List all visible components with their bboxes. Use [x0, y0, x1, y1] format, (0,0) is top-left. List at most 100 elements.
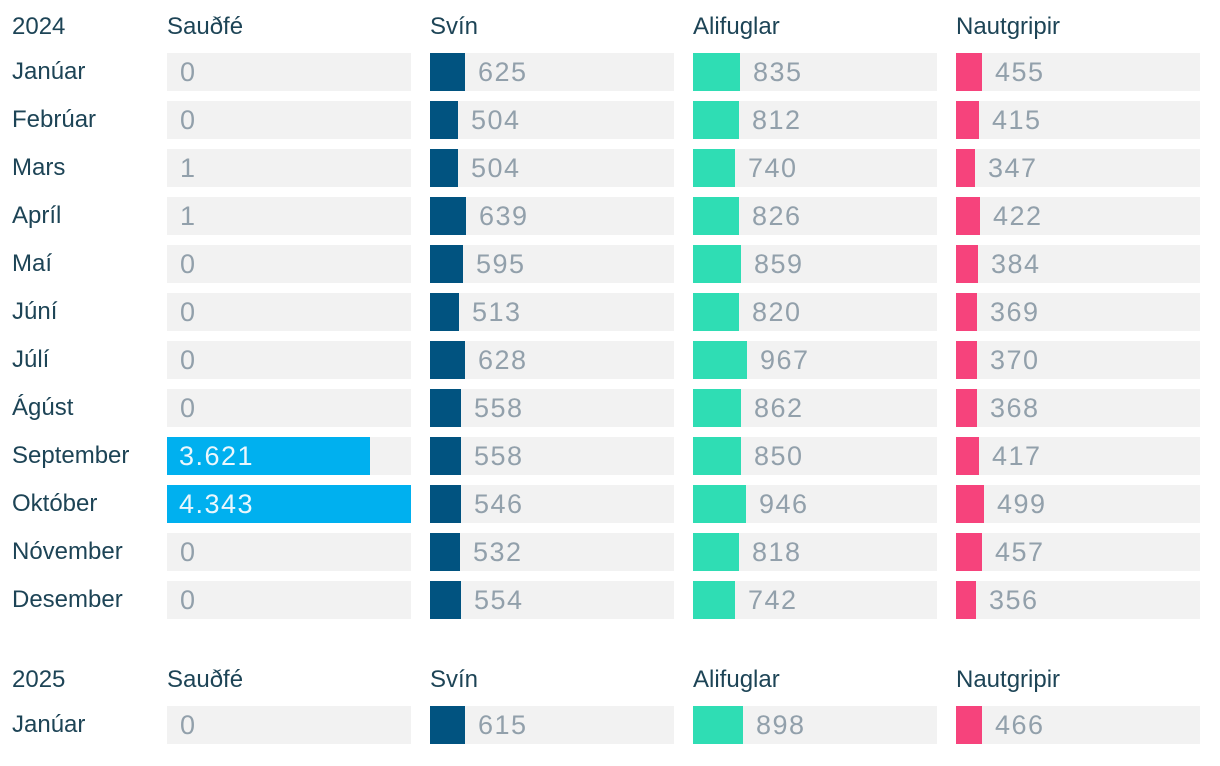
value-bar: [956, 533, 982, 571]
table-row: Maí 0 595 859 384: [12, 245, 1220, 283]
bar-cell: 499: [956, 485, 1200, 523]
year-section: 2025 Sauðfé Svín Alifuglar Nautgripir Janúa…: [12, 663, 1220, 744]
year-section: 2024 Sauðfé Svín Alifuglar Nautgripir Janúa…: [12, 10, 1220, 619]
value-bar: [956, 485, 985, 523]
table-row: Júní 0 513 820 369: [12, 293, 1220, 331]
value-bar: [430, 341, 466, 379]
value-label: 0: [180, 585, 197, 615]
bar-cell: 818: [693, 533, 937, 571]
bar-cell: 826: [693, 197, 937, 235]
value-label: 615: [478, 710, 528, 740]
value-label: 504: [471, 105, 521, 135]
value-bar: [956, 437, 980, 475]
value-label: 862: [754, 393, 804, 423]
bar-cell: 384: [956, 245, 1200, 283]
column-header-sauðfé: Sauðfé: [167, 12, 244, 40]
bar-cell: 812: [693, 101, 937, 139]
month-label: Október: [12, 490, 98, 517]
bar-cell: 558: [430, 389, 674, 427]
bar-cell: 0: [167, 341, 411, 379]
bar-cell: 554: [430, 581, 674, 619]
value-label: 0: [180, 345, 197, 375]
value-label: 639: [479, 201, 529, 231]
bar-cell: 1: [167, 149, 411, 187]
year-label: 2025: [12, 665, 66, 693]
value-bar: [956, 149, 976, 187]
bar-cell: 504: [430, 149, 674, 187]
value-label: 368: [990, 393, 1040, 423]
bar-cell: 740: [693, 149, 937, 187]
value-label: 356: [989, 585, 1039, 615]
value-label: 628: [478, 345, 528, 375]
value-bar: [430, 101, 459, 139]
value-label: 0: [180, 57, 197, 87]
bar-cell: 369: [956, 293, 1200, 331]
value-bar: [430, 197, 466, 235]
column-header-nautgripir: Nautgripir: [956, 665, 1061, 693]
bar-cell: 946: [693, 485, 937, 523]
bar-cell: 3.621: [167, 437, 411, 475]
value-bar: [430, 485, 461, 523]
table-row: Júlí 0 628 967 370: [12, 341, 1220, 379]
column-header-alifuglar: Alifuglar: [693, 665, 780, 693]
value-label: 422: [993, 201, 1043, 231]
value-label: 595: [476, 249, 526, 279]
bar-cell: 513: [430, 293, 674, 331]
bar-cell: 466: [956, 706, 1200, 744]
value-bar: [693, 437, 741, 475]
value-bar: [956, 197, 980, 235]
bar-cell: 967: [693, 341, 937, 379]
value-label: 859: [754, 249, 804, 279]
value-bar: [956, 293, 977, 331]
value-bar: [956, 581, 976, 619]
table-row: Ágúst 0 558 862 368: [12, 389, 1220, 427]
value-label: 818: [752, 537, 802, 567]
table-row: Janúar 0 625 835 455: [12, 53, 1220, 91]
header-row: 2025 Sauðfé Svín Alifuglar Nautgripir: [12, 663, 1220, 696]
value-label: 455: [995, 57, 1045, 87]
header-row: 2024 Sauðfé Svín Alifuglar Nautgripir: [12, 10, 1220, 43]
bar-cell: 368: [956, 389, 1200, 427]
value-bar: [693, 706, 744, 744]
bar-cell: 504: [430, 101, 674, 139]
value-label: 0: [180, 105, 197, 135]
value-label: 457: [995, 537, 1045, 567]
value-label: 1: [180, 153, 197, 183]
bar-cell: 0: [167, 101, 411, 139]
value-label: 740: [748, 153, 798, 183]
value-label: 554: [474, 585, 524, 615]
value-bar: [693, 245, 742, 283]
bar-cell: 835: [693, 53, 937, 91]
value-bar: [430, 149, 459, 187]
bar-cell: 546: [430, 485, 674, 523]
value-label: 466: [995, 710, 1045, 740]
value-bar: [167, 437, 371, 475]
value-bar: [693, 293, 740, 331]
bar-cell: 1: [167, 197, 411, 235]
bar-cell: 595: [430, 245, 674, 283]
bar-cell: 455: [956, 53, 1200, 91]
bar-cell: 0: [167, 389, 411, 427]
month-label: Júlí: [12, 346, 50, 373]
bar-cell: 742: [693, 581, 937, 619]
column-header-svín: Svín: [430, 665, 479, 693]
value-label: 0: [180, 297, 197, 327]
value-bar: [956, 341, 977, 379]
value-bar: [693, 149, 735, 187]
value-bar: [693, 53, 740, 91]
value-label: 513: [472, 297, 522, 327]
value-bar: [693, 533, 739, 571]
column-header-sauðfé: Sauðfé: [167, 665, 244, 693]
value-bar: [956, 245, 978, 283]
bar-cell: 422: [956, 197, 1200, 235]
bar-cell: 457: [956, 533, 1200, 571]
bar-cell: 347: [956, 149, 1200, 187]
bar-cell: 0: [167, 53, 411, 91]
value-label: 742: [748, 585, 798, 615]
bar-cell: 625: [430, 53, 674, 91]
bar-cell: 532: [430, 533, 674, 571]
value-bar: [430, 706, 465, 744]
value-bar: [430, 293, 459, 331]
bar-cell: 0: [167, 293, 411, 331]
